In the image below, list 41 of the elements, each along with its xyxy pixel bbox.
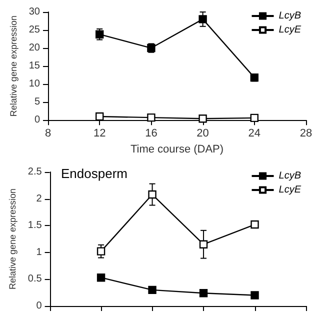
point — [96, 112, 104, 121]
y-tick-label: 25 — [28, 24, 40, 36]
y-axis-title: Relative gene expression — [8, 188, 18, 290]
y-tick-label: 0.5 — [28, 274, 42, 285]
y-tick-label: 1 — [36, 246, 42, 258]
point — [250, 220, 259, 229]
point — [250, 291, 259, 300]
legend-label: LcyB — [278, 170, 302, 182]
y-tick-label: 0 — [34, 114, 40, 126]
y-tick-label: 0 — [36, 300, 42, 312]
legend-label: LcyE — [278, 184, 302, 196]
point — [198, 15, 207, 24]
y-tick-label: 1.5 — [28, 220, 42, 232]
x-tick-label: 12 — [93, 128, 106, 140]
x-tick-label: 20 — [196, 128, 209, 140]
point — [148, 286, 156, 294]
point — [96, 273, 106, 282]
point — [199, 240, 208, 248]
point — [148, 190, 156, 199]
y-tick-label: 2.5 — [28, 166, 42, 178]
point — [198, 114, 207, 123]
legend-label: LcyB — [278, 10, 302, 22]
x-tick-label: 16 — [145, 128, 158, 140]
x-axis-title: Time course (DAP) — [130, 144, 224, 156]
legend-label: LcyE — [278, 24, 302, 36]
y-tick-label: 20 — [28, 42, 40, 54]
y-axis-title: Relative gene expression — [8, 16, 18, 117]
y-tick-label: 15 — [28, 60, 40, 72]
y-tick-label: 10 — [28, 78, 40, 90]
point — [96, 247, 106, 256]
point — [199, 289, 208, 298]
x-tick-label: 24 — [248, 128, 261, 140]
chart-title: Endosperm — [61, 166, 128, 181]
y-tick-label: 2 — [36, 193, 42, 204]
point — [96, 30, 104, 38]
x-tick-label: 8 — [44, 128, 52, 140]
y-tick-label: 30 — [28, 6, 40, 18]
point — [250, 114, 258, 122]
point — [147, 113, 156, 122]
x-tick-label: 28 — [300, 128, 312, 140]
y-tick-label: 5 — [34, 96, 40, 108]
